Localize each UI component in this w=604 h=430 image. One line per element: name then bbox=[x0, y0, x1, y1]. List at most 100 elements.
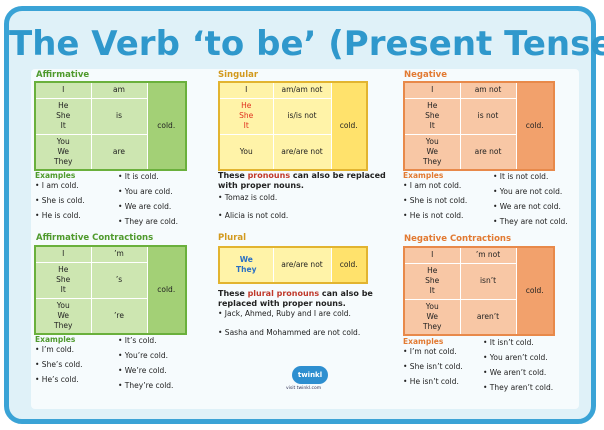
affirmative-contractions-heading: Affirmative Contractions bbox=[36, 233, 154, 243]
affirmative-heading: Affirmative bbox=[36, 70, 90, 80]
example-item: • I am not cold. bbox=[403, 181, 462, 190]
table-row: I’m not cold. bbox=[403, 246, 555, 336]
example-item: • We are not cold. bbox=[493, 202, 561, 211]
verb-cell: ’m not bbox=[459, 246, 517, 264]
example-item: • You are cold. bbox=[118, 187, 173, 196]
example-item: • It is not cold. bbox=[493, 172, 549, 181]
singular-heading: Singular bbox=[218, 70, 259, 80]
verb-cell: ’s bbox=[90, 261, 148, 299]
verb-cell: are/are not bbox=[272, 133, 332, 171]
plural-table: We They are/are not cold. bbox=[218, 246, 368, 284]
verb-cell: am bbox=[90, 81, 148, 99]
pronoun-cell: You We They bbox=[34, 133, 92, 171]
example-item: • You are not cold. bbox=[493, 187, 563, 196]
example-item: • He is not cold. bbox=[403, 211, 464, 220]
note-keyword: plural pronouns bbox=[247, 289, 320, 298]
example-item: • She’s cold. bbox=[35, 360, 83, 369]
table-row: You are/are not bbox=[218, 133, 367, 171]
example-item: • He isn’t cold. bbox=[403, 377, 459, 386]
affirmative_contractions-table: I’m cold. He She It’s You We They’re bbox=[34, 245, 187, 335]
plural-note: These plural pronouns can also be replac… bbox=[218, 289, 386, 309]
example-item: • I’m cold. bbox=[35, 345, 75, 354]
note-text: can also be replaced with proper nouns. bbox=[218, 171, 386, 190]
example-item: • She isn’t cold. bbox=[403, 362, 463, 371]
adjective-cell: cold. bbox=[515, 81, 555, 171]
example-item: • They are cold. bbox=[118, 217, 179, 226]
pronoun-cell: You bbox=[218, 133, 274, 171]
examples-title: Examples bbox=[403, 171, 444, 180]
plural-heading: Plural bbox=[218, 233, 247, 243]
pronoun-cell: I bbox=[34, 81, 92, 99]
adjective-cell: cold. bbox=[330, 246, 368, 284]
table-row: I’m cold. bbox=[34, 245, 187, 335]
negative_contractions-table: I’m not cold. He She It isn’t You We They aren’t bbox=[403, 246, 555, 336]
table-row: You We They are bbox=[34, 133, 186, 171]
table-row: He She It is/is not bbox=[218, 97, 367, 135]
pronoun-cell: We They bbox=[218, 246, 274, 284]
example-item: • It isn’t cold. bbox=[483, 338, 534, 347]
adjective-cell: cold. bbox=[515, 246, 555, 336]
example-item: • I’m not cold. bbox=[403, 347, 457, 356]
table-row: We They are/are not cold. bbox=[218, 246, 368, 284]
table-row: You We They are not bbox=[403, 133, 554, 171]
pronoun-cell: He She It bbox=[34, 97, 92, 135]
verb-cell: are/are not bbox=[272, 246, 332, 284]
verb-cell: aren’t bbox=[459, 298, 517, 336]
example-item: • You’re cold. bbox=[118, 351, 168, 360]
verb-cell: are bbox=[90, 133, 148, 171]
example-item: • It’s cold. bbox=[118, 336, 157, 345]
example-item: • We’re cold. bbox=[118, 366, 167, 375]
example-item: • I am cold. bbox=[35, 181, 79, 190]
pronoun-cell: He She It bbox=[218, 97, 274, 135]
example-item: • Alicia is not cold. bbox=[218, 211, 289, 220]
table-row: You We They aren’t bbox=[403, 298, 554, 336]
example-item: • She is cold. bbox=[35, 196, 85, 205]
example-item: • They’re cold. bbox=[118, 381, 174, 390]
example-item: • He’s cold. bbox=[35, 375, 79, 384]
adjective-cell: cold. bbox=[146, 81, 187, 171]
adjective-cell: cold. bbox=[330, 81, 368, 171]
example-item: • We are cold. bbox=[118, 202, 172, 211]
example-item: • Tomaz is cold. bbox=[218, 193, 278, 202]
verb-cell: is/is not bbox=[272, 97, 332, 135]
pronoun-cell: He She It bbox=[403, 97, 461, 135]
example-item: • Jack, Ahmed, Ruby and I are cold. bbox=[218, 309, 351, 318]
pronoun-cell: You We They bbox=[403, 298, 461, 336]
poster-title: The Verb ‘to be’ (Present Tense) bbox=[9, 24, 604, 64]
table-row: You We They’re bbox=[34, 297, 186, 335]
pronoun-cell: He She It bbox=[403, 262, 461, 300]
verb-cell: am/am not bbox=[272, 81, 332, 99]
example-item: • She is not cold. bbox=[403, 196, 468, 205]
example-item: • It is cold. bbox=[118, 172, 159, 181]
examples-title: Examples bbox=[35, 171, 76, 180]
verb-cell: is bbox=[90, 97, 148, 135]
pronoun-cell: You We They bbox=[34, 297, 92, 335]
example-item: • You aren’t cold. bbox=[483, 353, 548, 362]
verb-cell: isn’t bbox=[459, 262, 517, 300]
example-item: • He is cold. bbox=[35, 211, 81, 220]
singular-note: These pronouns can also be replaced with… bbox=[218, 171, 386, 191]
verb-cell: ’re bbox=[90, 297, 148, 335]
note-text: can also be replaced with proper nouns. bbox=[218, 289, 373, 308]
table-row: He She It’s bbox=[34, 261, 186, 299]
adjective-cell: cold. bbox=[146, 245, 187, 335]
examples-title: Examples bbox=[403, 337, 444, 346]
pronoun-cell: I bbox=[403, 246, 461, 264]
verb-cell: ’m bbox=[90, 245, 148, 263]
table-row: He She It is bbox=[34, 97, 186, 135]
examples-title: Examples bbox=[35, 335, 76, 344]
note-keyword: pronouns bbox=[247, 171, 291, 180]
example-item: • We aren’t cold. bbox=[483, 368, 547, 377]
verb-cell: are not bbox=[459, 133, 517, 171]
example-item: • They are not cold. bbox=[493, 217, 568, 226]
example-item: • They aren’t cold. bbox=[483, 383, 554, 392]
pronoun-cell: He She It bbox=[34, 261, 92, 299]
negative-heading: Negative bbox=[404, 70, 447, 80]
